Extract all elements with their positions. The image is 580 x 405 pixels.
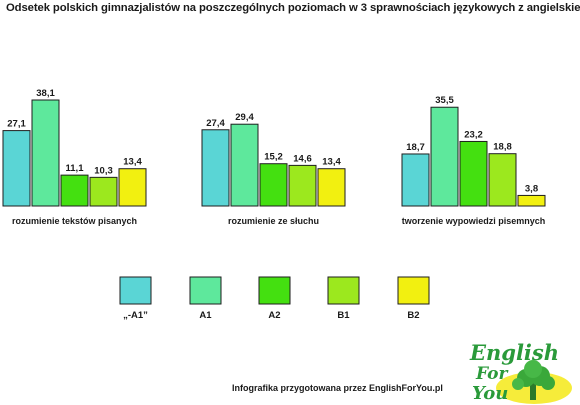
bar-0-2 [60,174,89,207]
value-label-2-1: 35,5 [435,95,454,106]
bar-1-0 [201,129,230,207]
category-label-0: rozumienie tekstów pisanych [12,216,137,226]
legend-swatch-3 [327,276,360,305]
bar-1-1 [230,123,259,207]
footer-credit: Infografika przygotowana przez EnglishFo… [232,383,443,393]
legend-swatch-1 [189,276,222,305]
value-label-1-3: 14,6 [293,153,312,164]
logo-word-for: For [476,364,508,384]
legend-label-1: A1 [199,310,212,321]
bar-2-3 [488,153,517,207]
legend-swatch-4 [397,276,430,305]
bar-0-4 [118,168,147,207]
value-label-0-0: 27,1 [7,119,26,130]
bar-1-3 [288,164,317,207]
value-label-1-1: 29,4 [235,112,254,123]
english-for-you-logo: English For You [468,338,580,405]
legend-label-2: A2 [268,310,280,321]
logo-word-english: English [470,340,560,365]
legend-label-4: B2 [407,310,419,321]
value-label-0-2: 11,1 [66,163,85,174]
legend-label-3: B1 [337,310,350,321]
logo-word-you: You [472,383,509,404]
value-label-0-4: 13,4 [123,157,142,168]
bar-1-2 [259,163,288,207]
legend-label-0: „-A1” [123,310,148,321]
bar-0-3 [89,176,118,207]
legend-swatch-2 [258,276,291,305]
category-label-1: rozumienie ze słuchu [228,216,319,226]
value-label-2-4: 3,8 [525,183,538,194]
tree-icon [496,360,572,404]
value-label-1-0: 27,4 [206,118,225,129]
bar-2-1 [430,106,459,207]
bar-2-0 [401,153,430,207]
chart-title: Odsetek polskich gimnazjalistów na poszc… [6,2,580,14]
value-label-2-0: 18,7 [406,142,425,153]
value-label-0-3: 10,3 [94,165,113,176]
bar-2-2 [459,140,488,207]
bar-1-4 [317,168,346,207]
value-label-1-4: 13,4 [322,157,341,168]
bar-0-1 [31,99,60,207]
value-label-0-1: 38,1 [36,88,55,99]
value-label-2-3: 18,8 [493,142,512,153]
value-label-1-2: 15,2 [264,152,283,163]
bar-2-4 [517,194,546,207]
value-label-2-2: 23,2 [464,129,483,140]
legend-swatch-0 [119,276,152,305]
bar-0-0 [2,130,31,207]
category-label-2: tworzenie wypowiedzi pisemnych [402,216,546,226]
